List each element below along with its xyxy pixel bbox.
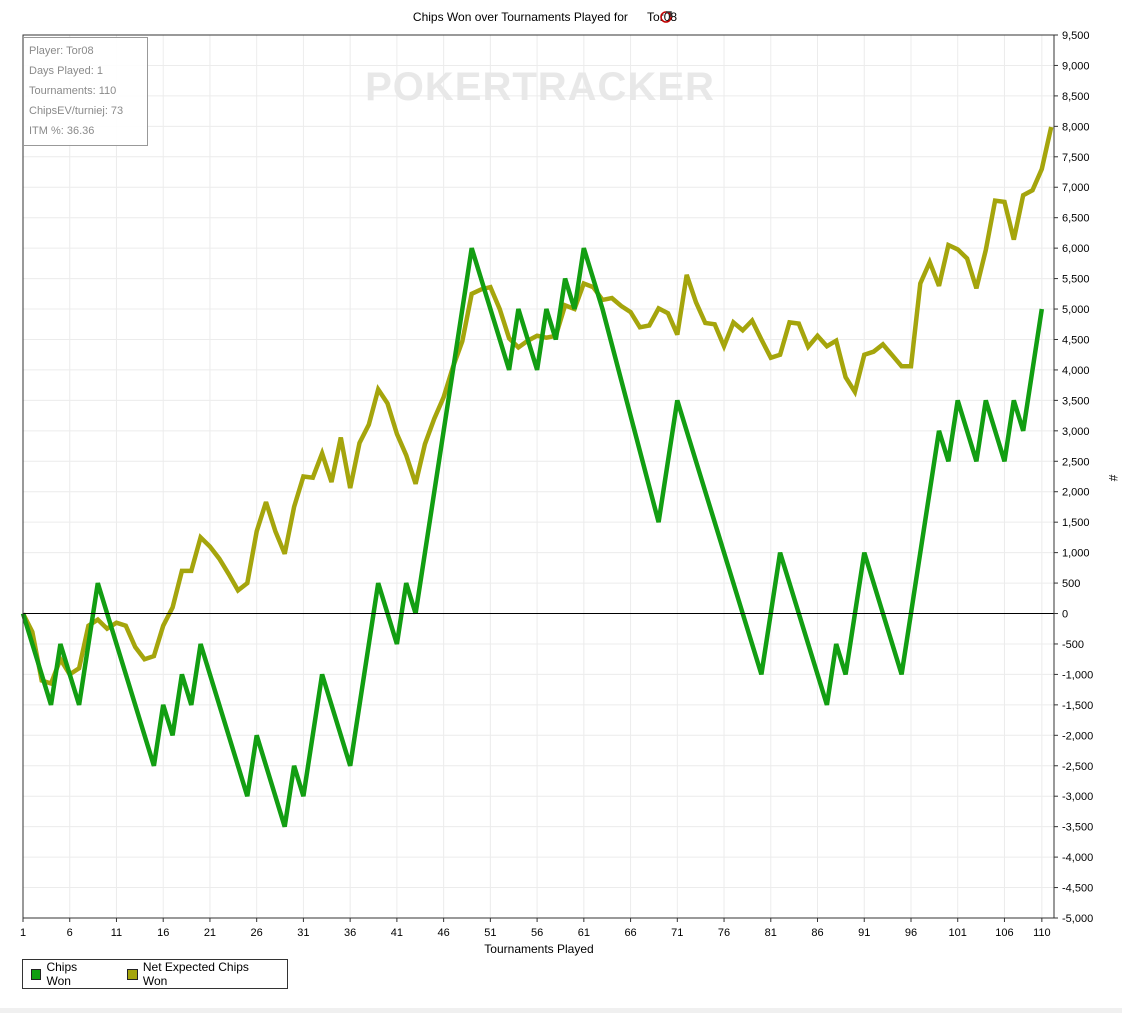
y-tick-label: 9,000 [1062, 60, 1090, 72]
x-tick-label: 26 [251, 927, 263, 939]
legend-item-net-expected[interactable]: Net Expected Chips Won [127, 960, 269, 988]
x-tick-label: 91 [858, 927, 870, 939]
y-tick-label: 3,000 [1062, 426, 1090, 438]
series-layer [20, 126, 1054, 828]
x-tick-label: 6 [67, 927, 73, 939]
y-tick-label: 7,500 [1062, 152, 1090, 164]
y-tick-label: 8,000 [1062, 121, 1090, 133]
chart-title: Chips Won over Tournaments Played for To… [413, 10, 677, 24]
chart-title-player: Tor08 [647, 10, 677, 24]
player-stats-box: Player: Tor08 Days Played: 1 Tournaments… [23, 37, 148, 146]
y-tick-label: -3,000 [1062, 791, 1093, 803]
y-tick-label: 8,500 [1062, 91, 1090, 103]
y-tick-label: 1,500 [1062, 517, 1090, 529]
x-tick-label: 1 [20, 927, 26, 939]
poker-tracker-watermark: POKERTRACKER [365, 65, 715, 109]
player-site-icon [660, 11, 672, 23]
x-tick-label: 21 [204, 927, 216, 939]
x-tick-label: 11 [111, 927, 122, 939]
y-tick-label: 3,500 [1062, 395, 1090, 407]
x-tick-label: 76 [718, 927, 730, 939]
y-tick-label: 5,000 [1062, 304, 1090, 316]
x-tick-label: 110 [1033, 927, 1051, 939]
legend-swatch-net-expected [127, 968, 138, 980]
y-tick-label: 4,500 [1062, 334, 1090, 346]
x-tick-label: 61 [578, 927, 590, 939]
y-tick-label: -1,500 [1062, 700, 1093, 712]
y-axis-label: # [1106, 475, 1120, 482]
y-tick-label: 2,000 [1062, 487, 1090, 499]
x-axis-label: Tournaments Played [484, 942, 593, 956]
x-tick-label: 71 [671, 927, 683, 939]
stats-chips-ev: ChipsEV/turniej: 73 [29, 105, 124, 117]
y-tick-label: -2,000 [1062, 730, 1093, 742]
legend-label-net-expected: Net Expected Chips Won [142, 960, 249, 988]
legend-swatch-chips-won [31, 968, 42, 980]
x-tick-label: 46 [438, 927, 450, 939]
stats-itm: ITM %: 36.36 [29, 125, 95, 137]
y-tick-label: 5,500 [1062, 274, 1090, 286]
y-tick-label: 7,000 [1062, 182, 1090, 194]
x-tick-label: 41 [391, 927, 403, 939]
chart-title-prefix: Chips Won over Tournaments Played for [413, 10, 631, 24]
y-tick-label: 1,000 [1062, 548, 1090, 560]
x-tick-label: 81 [765, 927, 777, 939]
player-site-icon-mark [666, 11, 672, 17]
axes: 9,500 9,000 8,500 8,000 7,500 7,000 6,500 6,000… [20, 30, 1093, 939]
y-tick-label: 4,000 [1062, 365, 1090, 377]
x-tick-label: 106 [995, 927, 1013, 939]
y-tick-label: 500 [1062, 578, 1080, 590]
stats-player: Player: Tor08 [29, 45, 94, 57]
x-tick-label: 16 [157, 927, 169, 939]
stats-days-played: Days Played: 1 [29, 65, 103, 77]
y-tick-label: 6,500 [1062, 213, 1090, 225]
y-tick-label: -5,000 [1062, 913, 1093, 925]
y-tick-label: -4,500 [1062, 883, 1093, 895]
legend-item-chips-won[interactable]: Chips Won [31, 960, 101, 988]
chart-legend: Chips Won Net Expected Chips Won [22, 959, 288, 989]
y-tick-label: -4,000 [1062, 852, 1093, 864]
series-line-chips-won [20, 247, 1045, 828]
y-tick-label: 9,500 [1062, 30, 1090, 42]
y-tick-label: 6,000 [1062, 243, 1090, 255]
stats-tournaments: Tournaments: 110 [29, 85, 117, 97]
watermark-text: POKERTRACKER [365, 65, 715, 109]
y-tick-label: 0 [1062, 609, 1068, 621]
plot-area [23, 35, 1054, 918]
footer-bar [0, 1008, 1122, 1013]
x-tick-label: 96 [905, 927, 917, 939]
y-tick-label: -500 [1062, 639, 1084, 651]
x-tick-label: 31 [297, 927, 309, 939]
x-tick-label: 56 [531, 927, 543, 939]
x-tick-label: 66 [624, 927, 636, 939]
plot-frame [22, 34, 1055, 919]
x-tick-label: 51 [484, 927, 496, 939]
y-tick-label: -3,500 [1062, 822, 1093, 834]
x-tick-label: 86 [811, 927, 823, 939]
y-tick-label: -1,000 [1062, 669, 1093, 681]
legend-label-chips-won: Chips Won [46, 960, 78, 988]
y-tick-label: 2,500 [1062, 456, 1090, 468]
series-line-net-expected [20, 126, 1054, 687]
x-tick-label: 101 [949, 927, 967, 939]
y-tick-label: -2,500 [1062, 761, 1093, 773]
x-tick-label: 36 [344, 927, 356, 939]
grid [22, 34, 1054, 919]
